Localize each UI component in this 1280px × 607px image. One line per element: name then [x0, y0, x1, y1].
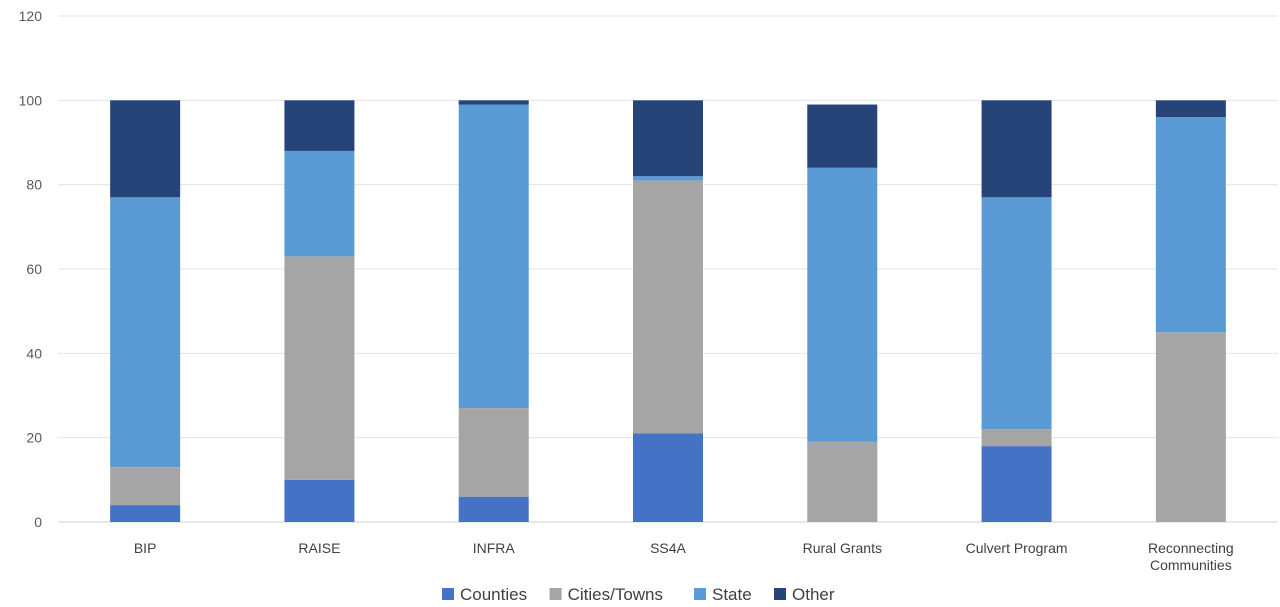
y-tick-label: 40 — [26, 345, 42, 361]
bar-segment-other — [807, 104, 878, 168]
bar-segment-state — [807, 167, 878, 442]
y-tick-label: 100 — [19, 92, 43, 108]
y-tick-label: 60 — [26, 261, 42, 277]
bar-segment-state — [1155, 117, 1226, 333]
legend-swatch — [694, 588, 706, 600]
bar-segment-state — [981, 197, 1052, 430]
bar-segment-other — [1155, 100, 1226, 118]
bar-segment-counties — [284, 479, 355, 522]
bar-segment-state — [458, 104, 529, 409]
y-tick-label: 80 — [26, 177, 42, 193]
bar-segment-cities-towns — [1155, 332, 1226, 522]
x-axis-category-labels: BIP RAISE INFRA SS4A Rural Grants Culvert Pro… — [134, 540, 1234, 573]
bars — [110, 100, 1226, 522]
x-category-label-line: Culvert Program — [966, 540, 1068, 556]
bar-segment-cities-towns — [458, 408, 529, 497]
legend-swatch — [774, 588, 786, 600]
x-category-label: Rural Grants — [803, 540, 882, 556]
legend-label: Cities/Towns — [568, 585, 663, 604]
y-tick-label: 0 — [34, 514, 42, 530]
x-category-label: SS4A — [650, 540, 686, 556]
x-category-label: BIP — [134, 540, 157, 556]
legend-label: Counties — [460, 585, 527, 604]
x-category-label-line: BIP — [134, 540, 157, 556]
legend-swatch — [442, 588, 454, 600]
x-category-label: INFRA — [473, 540, 516, 556]
bar-segment-counties — [633, 433, 703, 522]
bar-segment-other — [284, 100, 355, 151]
bar-segment-state — [110, 197, 181, 468]
legend: Counties Cities/Towns State Other — [442, 585, 835, 604]
bar-segment-counties — [110, 505, 181, 522]
y-tick-label: 120 — [19, 8, 43, 24]
bar-segment-cities-towns — [284, 256, 355, 480]
x-category-label-line: SS4A — [650, 540, 686, 556]
x-category-label-line: RAISE — [298, 540, 340, 556]
x-category-label: Reconnecting Communities — [1148, 540, 1234, 573]
bar-segment-cities-towns — [981, 429, 1052, 447]
legend-swatch — [549, 588, 562, 600]
bar-segment-cities-towns — [110, 467, 181, 506]
y-axis-tick-labels: 0 20 40 60 80 100 120 — [19, 8, 43, 530]
y-tick-label: 20 — [26, 430, 42, 446]
bar-segment-cities-towns — [633, 180, 703, 434]
x-category-label-line: Reconnecting — [1148, 540, 1234, 556]
x-category-label-line: INFRA — [473, 540, 516, 556]
bar-segment-state — [284, 150, 355, 257]
bar-segment-other — [633, 100, 703, 177]
bar-segment-state — [633, 176, 703, 181]
legend-label: Other — [792, 585, 835, 604]
bar-segment-other — [110, 100, 181, 198]
x-category-label-line: Rural Grants — [803, 540, 882, 556]
bar-segment-counties — [981, 446, 1052, 522]
x-category-label-line: Communities — [1150, 557, 1232, 573]
bar-segment-other — [981, 100, 1052, 198]
x-category-label: Culvert Program — [966, 540, 1068, 556]
bar-segment-counties — [458, 496, 529, 522]
legend-label: State — [712, 585, 752, 604]
bar-segment-other — [458, 100, 529, 105]
x-category-label: RAISE — [298, 540, 340, 556]
bar-segment-cities-towns — [807, 441, 878, 522]
